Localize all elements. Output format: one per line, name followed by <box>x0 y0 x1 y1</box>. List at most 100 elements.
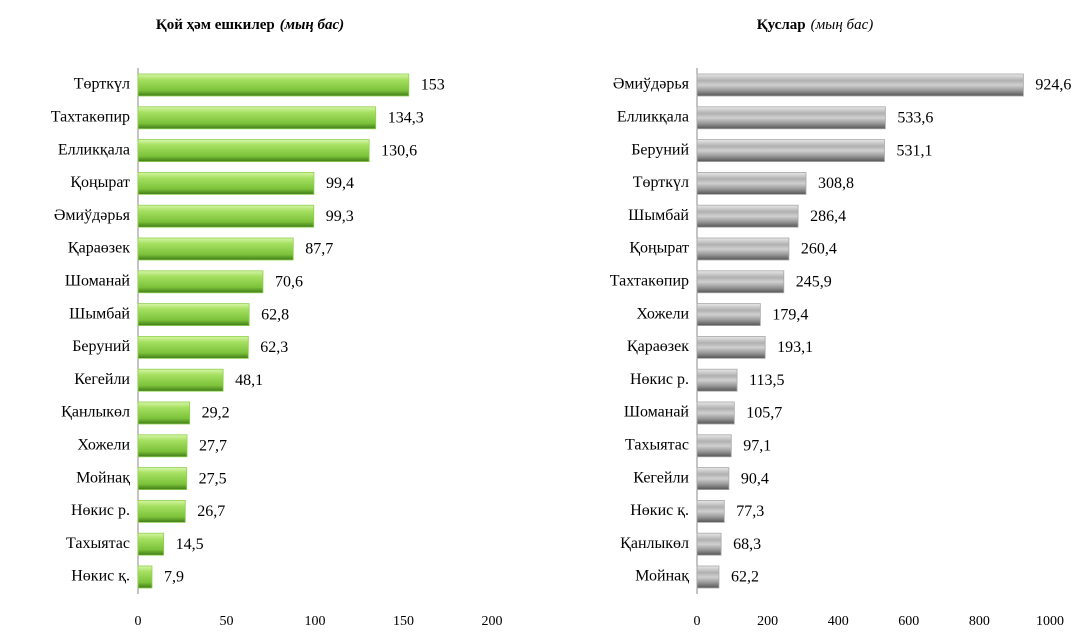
bar <box>137 237 294 261</box>
category-label: Қоңырат <box>629 240 689 257</box>
x-tick-label: 200 <box>757 614 778 629</box>
category-label: Елликқала <box>58 141 130 158</box>
x-tick-label: 150 <box>393 614 414 629</box>
category-label: Мойнақ <box>635 568 689 585</box>
bar <box>137 204 315 228</box>
value-label: 130,6 <box>381 142 417 159</box>
x-tick-label: 50 <box>220 614 234 629</box>
x-tick-label: 200 <box>482 614 503 629</box>
bar <box>137 270 264 294</box>
category-label: Мойнақ <box>76 469 130 486</box>
value-label: 533,6 <box>897 109 933 126</box>
bar <box>137 401 191 425</box>
value-label: 62,2 <box>731 569 759 586</box>
value-label: 260,4 <box>801 241 837 258</box>
value-label: 26,7 <box>197 503 225 520</box>
bar <box>137 434 188 458</box>
category-label: Хожели <box>77 436 130 453</box>
bar <box>137 73 410 97</box>
bar <box>696 171 807 195</box>
value-label: 27,5 <box>199 470 227 487</box>
category-label: Нөкис р. <box>71 502 130 519</box>
bar <box>137 139 370 163</box>
value-label: 924,6 <box>1035 77 1071 94</box>
x-tick-label: 0 <box>135 614 142 629</box>
category-label: Әмиўдәрья <box>613 76 690 93</box>
category-label: Қанлыкөл <box>620 535 689 552</box>
value-label: 134,3 <box>388 109 424 126</box>
value-label: 70,6 <box>275 273 303 290</box>
bar <box>137 303 250 327</box>
value-label: 90,4 <box>741 470 769 487</box>
value-label: 105,7 <box>746 405 782 422</box>
bar <box>696 270 785 294</box>
category-label: Кегейли <box>633 469 689 486</box>
value-label: 68,3 <box>733 536 761 553</box>
bar <box>696 204 799 228</box>
chart-title: Қуслар (мың бас) <box>757 17 873 33</box>
bar <box>696 565 720 589</box>
value-label: 99,3 <box>326 208 354 225</box>
bar <box>696 499 725 523</box>
bar <box>137 532 165 556</box>
category-label: Қанлыкөл <box>61 404 130 421</box>
bar <box>696 532 722 556</box>
value-label: 153 <box>421 77 445 94</box>
x-tick-label: 1000 <box>1036 614 1064 629</box>
bar <box>137 565 153 589</box>
value-label: 179,4 <box>772 306 808 323</box>
x-tick-label: 400 <box>828 614 849 629</box>
title-text: Қой ҳәм ешкилер <box>156 17 275 33</box>
category-label: Төрткүл <box>74 76 130 93</box>
value-label: 193,1 <box>777 339 813 356</box>
value-label: 62,3 <box>260 339 288 356</box>
value-label: 62,8 <box>261 306 289 323</box>
value-label: 286,4 <box>810 208 846 225</box>
x-tick-label: 800 <box>969 614 990 629</box>
bar <box>696 139 885 163</box>
value-label: 77,3 <box>736 503 764 520</box>
category-label: Кегейли <box>74 371 130 388</box>
value-label: 29,2 <box>202 405 230 422</box>
category-label: Тахтакөпир <box>51 108 130 125</box>
value-label: 531,1 <box>896 142 932 159</box>
subtitle: (мың бас) <box>811 17 874 33</box>
category-label: Елликқала <box>617 108 689 125</box>
bar <box>696 303 761 327</box>
category-label: Шымбай <box>628 207 689 224</box>
bar <box>696 73 1024 97</box>
category-label: Тахтакөпир <box>610 272 689 289</box>
category-label: Қоңырат <box>70 174 130 191</box>
bar <box>696 368 738 392</box>
value-label: 245,9 <box>796 273 832 290</box>
category-label: Тахыятас <box>66 535 130 552</box>
value-label: 27,7 <box>199 437 227 454</box>
bar <box>696 237 790 261</box>
category-label: Қараөзек <box>627 338 689 355</box>
value-label: 308,8 <box>818 175 854 192</box>
value-label: 113,5 <box>749 372 784 389</box>
value-label: 87,7 <box>305 241 333 258</box>
category-label: Шымбай <box>69 305 130 322</box>
value-label: 99,4 <box>326 175 354 192</box>
bar <box>696 106 886 130</box>
bar <box>137 106 377 130</box>
bar <box>137 368 224 392</box>
bar <box>696 467 730 491</box>
category-label: Шоманай <box>624 404 690 421</box>
bar <box>696 335 766 359</box>
x-tick-label: 600 <box>898 614 919 629</box>
category-label: Әмиўдәрья <box>54 207 131 224</box>
bar <box>137 499 186 523</box>
bar <box>137 467 188 491</box>
title-text: Қуслар <box>757 17 806 33</box>
category-label: Төрткүл <box>633 174 689 191</box>
x-tick-label: 0 <box>694 614 701 629</box>
category-label: Беруний <box>72 338 130 355</box>
category-label: Нөкис р. <box>630 371 689 388</box>
value-label: 48,1 <box>235 372 263 389</box>
subtitle: (мың бас) <box>280 17 344 33</box>
bar <box>137 335 249 359</box>
category-label: Беруний <box>631 141 689 158</box>
